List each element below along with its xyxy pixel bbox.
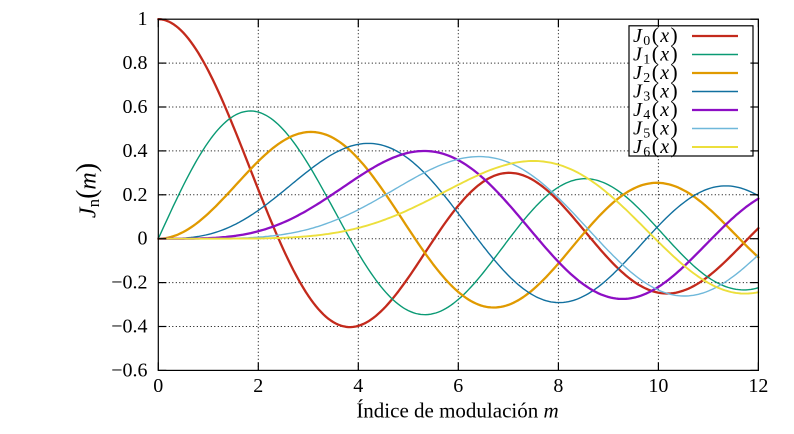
svg-text:J3(x): J3(x) [633,78,679,104]
svg-text:−0.2: −0.2 [111,272,147,294]
svg-text:Índice de modulación m: Índice de modulación m [356,399,558,423]
svg-text:12: 12 [748,375,768,397]
svg-text:0: 0 [153,375,163,397]
svg-text:4: 4 [353,375,363,397]
svg-text:Jn(m): Jn(m) [72,163,104,218]
svg-text:J1(x): J1(x) [633,41,679,67]
svg-text:J6(x): J6(x) [633,134,679,160]
svg-text:2: 2 [253,375,263,397]
svg-text:J5(x): J5(x) [633,115,679,141]
svg-text:0.8: 0.8 [123,52,148,74]
svg-text:J2(x): J2(x) [633,60,679,86]
svg-text:−0.4: −0.4 [111,316,147,338]
svg-text:0.4: 0.4 [123,140,148,162]
svg-text:−0.6: −0.6 [111,359,147,381]
svg-text:1: 1 [138,8,148,30]
svg-text:8: 8 [553,375,563,397]
svg-text:J4(x): J4(x) [633,97,679,123]
svg-text:0.2: 0.2 [123,184,148,206]
svg-text:J0(x): J0(x) [633,23,679,49]
svg-text:6: 6 [453,375,463,397]
svg-text:10: 10 [648,375,668,397]
svg-text:0.6: 0.6 [123,96,148,118]
svg-text:0: 0 [138,228,148,250]
